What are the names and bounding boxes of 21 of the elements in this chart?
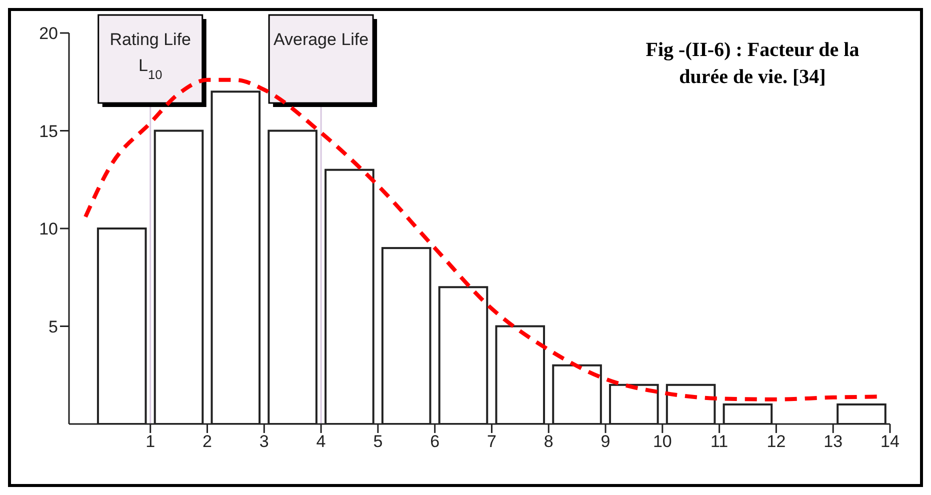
x-tick-label: 2	[202, 432, 212, 452]
y-tick-label: 15	[39, 122, 58, 141]
x-tick-label: 10	[652, 432, 672, 452]
x-tick-label: 5	[373, 432, 383, 452]
ref-line-label: Average Life	[273, 30, 369, 49]
x-tick-label: 11	[710, 432, 728, 452]
y-tick-label: 20	[39, 24, 58, 44]
text: Fig -(II-6) : Facteur de la durée de vie. [34]	[644, 38, 860, 90]
x-tick-label: 13	[824, 432, 843, 452]
x-tick-label: 8	[544, 432, 554, 452]
x-tick-label: 4	[316, 432, 326, 452]
y-tick-label: 10	[39, 220, 58, 239]
ref-line-label: Rating Life L$_{10}$	[110, 30, 191, 82]
x-tick-label: 1	[146, 432, 156, 452]
x-tick-label: 12	[766, 432, 786, 452]
x-tick-label: 9	[600, 432, 610, 452]
y-tick-label: 5	[48, 317, 58, 336]
x-tick-label: 6	[430, 432, 440, 452]
x-tick-label: 14	[880, 432, 900, 452]
x-tick-label: 7	[487, 432, 496, 452]
x-tick-label: 3	[259, 432, 269, 452]
